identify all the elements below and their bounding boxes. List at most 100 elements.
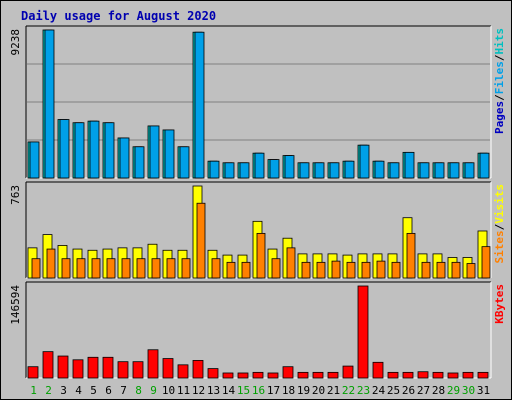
bar-files [299, 162, 310, 179]
bar-files [329, 162, 340, 179]
bar-kbytes [27, 366, 39, 379]
bar-sites [31, 258, 41, 279]
bar-sites [61, 258, 71, 279]
bar-kbytes [342, 365, 354, 379]
bar-kbytes [402, 371, 414, 379]
bar-kbytes [192, 360, 204, 379]
bar-files [434, 162, 445, 179]
bar-kbytes [207, 368, 219, 379]
bar-files [374, 160, 385, 179]
bar-kbytes [297, 371, 309, 379]
bar-kbytes [357, 285, 369, 379]
bar-sites [331, 260, 341, 279]
bar-files [449, 162, 460, 179]
x-tick-label: 19 [297, 384, 310, 397]
bar-kbytes [387, 371, 399, 379]
bar-kbytes [222, 372, 234, 379]
bar-sites [421, 261, 431, 279]
legend-labels: KBytes [493, 284, 506, 324]
bar-files [89, 120, 100, 179]
bar-sites [301, 261, 311, 279]
x-tick-label: 2 [45, 384, 52, 397]
bar-files [479, 152, 490, 179]
x-tick-label: 3 [60, 384, 67, 397]
x-tick-label: 9 [150, 384, 157, 397]
bar-files [164, 129, 175, 179]
x-tick-label: 31 [477, 384, 490, 397]
legend-hits: Hits [493, 28, 506, 55]
bar-files [59, 119, 70, 179]
bar-sites [406, 232, 416, 279]
bar-sites [106, 258, 116, 279]
legend-sites: Sites [493, 230, 506, 263]
bar-sites [346, 261, 356, 279]
x-tick-label: 14 [222, 384, 236, 397]
x-tick-label: 13 [207, 384, 220, 397]
bar-sites [466, 263, 476, 279]
bar-files [74, 122, 85, 179]
x-tick-label: 16 [252, 384, 265, 397]
bar-kbytes [312, 371, 324, 379]
bar-sites [226, 261, 236, 279]
bar-files [179, 146, 190, 179]
bar-files [224, 162, 235, 179]
x-tick-label: 18 [282, 384, 295, 397]
x-tick-label: 10 [162, 384, 175, 397]
bar-kbytes [117, 361, 129, 379]
legend-separator: / [493, 54, 506, 61]
legend-separator: / [493, 223, 506, 230]
bar-sites [121, 258, 131, 279]
bar-kbytes [282, 366, 294, 379]
bar-sites [196, 202, 206, 279]
x-tick-label: 12 [192, 384, 205, 397]
bar-sites [286, 247, 296, 279]
bar-sites [361, 261, 371, 279]
bar-kbytes [417, 371, 429, 379]
bar-kbytes [177, 364, 189, 379]
x-tick-label: 7 [120, 384, 127, 397]
bar-kbytes [147, 349, 159, 379]
bar-sites [481, 246, 491, 279]
bar-kbytes [132, 361, 144, 379]
bar-sites [211, 258, 221, 279]
legend-pages: Pages [493, 101, 506, 134]
y-max-label: 763 [9, 185, 22, 205]
x-tick-label: 6 [105, 384, 112, 397]
bar-sites [151, 258, 161, 279]
bar-sites [241, 261, 251, 279]
bar-files [149, 125, 160, 179]
bar-kbytes [327, 371, 339, 379]
bar-kbytes [42, 351, 54, 379]
bar-sites [376, 260, 386, 279]
x-tick-label: 21 [327, 384, 340, 397]
bar-kbytes [87, 356, 99, 379]
bar-files [314, 162, 325, 179]
bar-files [404, 151, 415, 179]
legend-labels: Sites/Visits [493, 184, 506, 264]
bar-files [464, 162, 475, 179]
x-tick-label: 30 [462, 384, 475, 397]
x-tick-label: 15 [237, 384, 250, 397]
bar-sites [391, 261, 401, 279]
bar-files [254, 152, 265, 179]
x-tick-label: 1 [30, 384, 37, 397]
y-max-label: 9238 [9, 29, 22, 56]
bar-kbytes [72, 359, 84, 379]
bar-sites [166, 258, 176, 279]
bar-files [284, 155, 295, 179]
bar-files [44, 29, 55, 179]
bar-files [344, 160, 355, 179]
bar-sites [76, 258, 86, 279]
bar-files [359, 144, 370, 179]
bar-sites [271, 258, 281, 279]
bar-kbytes [162, 358, 174, 379]
x-tick-label: 27 [417, 384, 430, 397]
x-tick-label: 11 [177, 384, 190, 397]
bar-kbytes [237, 372, 249, 379]
bar-files [389, 162, 400, 179]
chart-title: Daily usage for August 2020 [21, 9, 216, 23]
bar-files [269, 159, 280, 179]
bar-kbytes [447, 372, 459, 379]
bar-files [239, 162, 250, 179]
